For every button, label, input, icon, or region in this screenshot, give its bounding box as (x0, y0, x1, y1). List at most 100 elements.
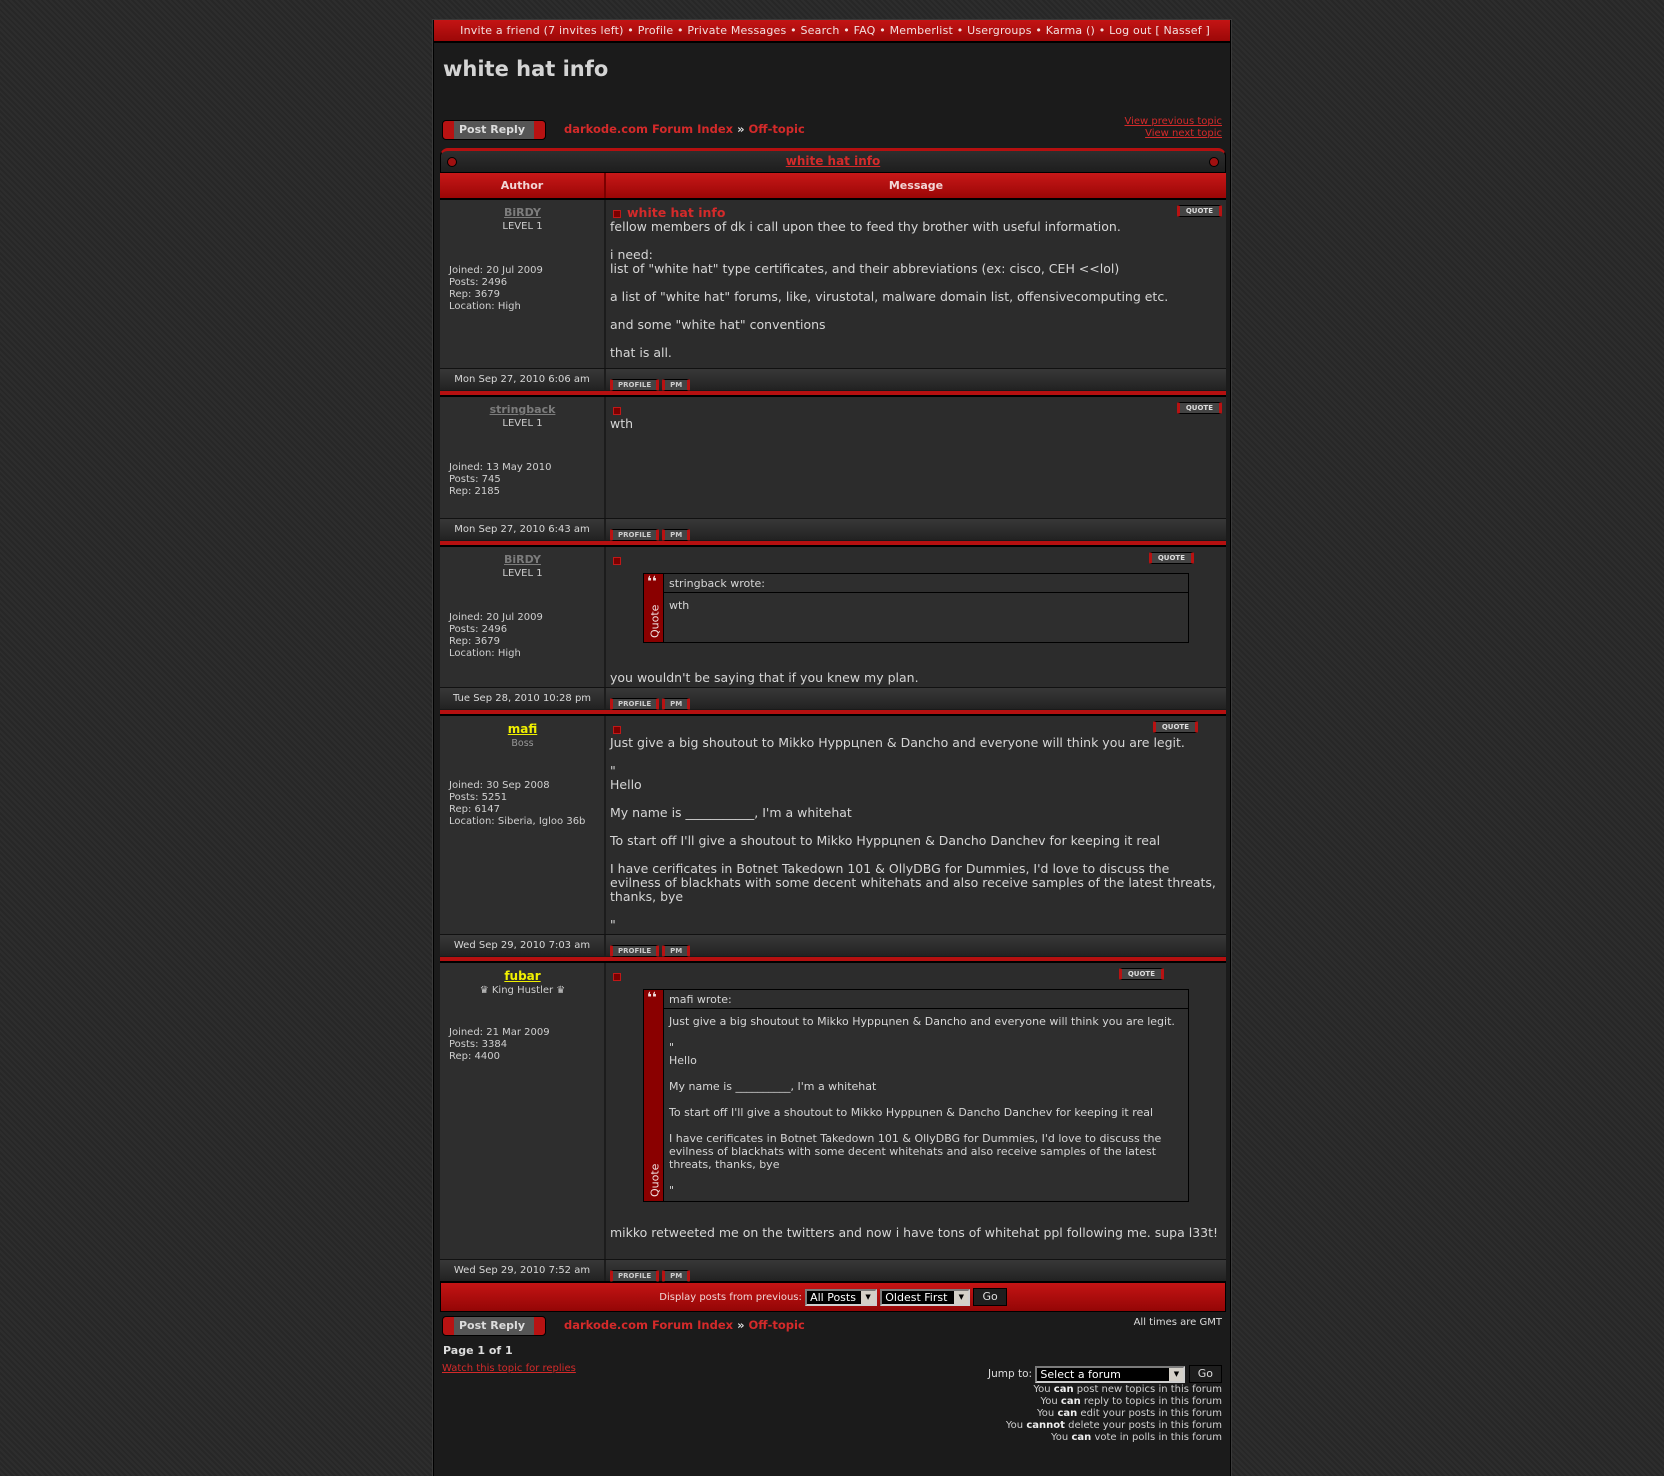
view-next-topic-link[interactable]: View next topic (1145, 128, 1222, 139)
quote-button[interactable]: QUOTE (1176, 205, 1222, 217)
nav-separator: • (786, 24, 801, 37)
author-detail: Joined: 30 Sep 2008 (449, 780, 550, 791)
topic-title-link[interactable]: white hat info (785, 154, 881, 168)
profile-button[interactable]: PROFILE (610, 945, 660, 957)
quote-label: Quote (648, 604, 661, 638)
author-info: stringback LEVEL 1 Joined: 13 May 2010 Po… (440, 397, 606, 518)
dropdown-arrow-icon: ▼ (861, 1290, 876, 1304)
permission-text: edit your posts in this forum (1080, 1408, 1222, 1419)
author-detail: Posts: 745 (449, 474, 501, 485)
quote-button[interactable]: QUOTE (1152, 721, 1198, 733)
permission-line: You can vote in polls in this forum (1006, 1432, 1222, 1444)
jump-forum-select[interactable]: Select a forum ▼ (1035, 1365, 1186, 1383)
permission-verb: can (1071, 1432, 1092, 1443)
author-info: BiRDY LEVEL 1 Joined: 20 Jul 2009 Posts: … (440, 547, 606, 687)
quote-line (669, 1067, 1183, 1080)
author-detail: Posts: 5251 (449, 792, 508, 803)
quote-line: Hello (669, 1054, 697, 1067)
pm-button[interactable]: PM (662, 1270, 691, 1282)
profile-button[interactable]: PROFILE (610, 698, 660, 710)
nav-item[interactable]: Memberlist (889, 24, 954, 37)
post-reply-button-bottom[interactable]: Post Reply (442, 1316, 546, 1336)
nav-item[interactable]: Log out [ Nassef ] (1109, 24, 1210, 37)
post: BiRDY LEVEL 1 Joined: 20 Jul 2009 Posts: … (440, 546, 1226, 715)
table-header: Author Message (440, 173, 1226, 199)
nav-item[interactable]: Invite a friend (7 invites left) (460, 24, 624, 37)
breadcrumb-forum-index[interactable]: darkode.com Forum Index (564, 1318, 734, 1332)
message-line: " (610, 763, 616, 778)
pm-button[interactable]: PM (662, 529, 691, 541)
author-name-link[interactable]: BiRDY (504, 553, 541, 566)
nav-item[interactable]: Private Messages (687, 24, 787, 37)
breadcrumb-forum[interactable]: Off-topic (748, 122, 805, 136)
range-select-value: All Posts (810, 1290, 856, 1304)
quote-line: My name is __________, I'm a whitehat (669, 1080, 877, 1093)
jump-go-button[interactable]: Go (1188, 1365, 1222, 1383)
order-select-value: Oldest First (885, 1290, 948, 1304)
pm-button[interactable]: PM (662, 379, 691, 391)
permission-verb: can (1057, 1408, 1078, 1419)
profile-button[interactable]: PROFILE (610, 529, 660, 541)
jump-to-forum: Jump to: Select a forum ▼ Go (988, 1365, 1222, 1383)
quote-line: wth (669, 599, 690, 612)
quote-line: Just give a big shoutout to Mikko Hyppцn… (669, 1015, 1175, 1028)
message-text: Just give a big shoutout to Mikko Hyppцn… (610, 736, 1222, 932)
quote-block: ❛❛ Quote mafi wrote: Just give a big shou… (643, 989, 1189, 1202)
author-detail: Joined: 20 Jul 2009 (449, 265, 543, 276)
permission-text: delete your posts in this forum (1068, 1420, 1222, 1431)
range-select[interactable]: All Posts ▼ (805, 1288, 878, 1306)
breadcrumb-forum-index[interactable]: darkode.com Forum Index (564, 122, 734, 136)
permission-line: You can post new topics in this forum (1006, 1384, 1222, 1396)
breadcrumb-forum[interactable]: Off-topic (748, 1318, 805, 1332)
topic-navigation: View previous topic View next topic (1124, 116, 1222, 140)
order-select[interactable]: Oldest First ▼ (880, 1288, 971, 1306)
message-line: " (610, 917, 616, 932)
message-line (610, 304, 1222, 318)
author-column-header: Author (440, 173, 606, 198)
permission-prefix: You (1037, 1408, 1055, 1419)
post-date: Tue Sep 28, 2010 10:28 pm (440, 688, 606, 709)
profile-button[interactable]: PROFILE (610, 379, 660, 391)
permission-verb: can (1060, 1396, 1081, 1407)
quote-button[interactable]: QUOTE (1118, 968, 1164, 980)
author-name-link[interactable]: BiRDY (504, 206, 541, 219)
post-footer: Mon Sep 27, 2010 6:43 am PROFILE PM (440, 518, 1226, 541)
author-name-link[interactable]: stringback (489, 403, 556, 416)
nav-item[interactable]: FAQ (853, 24, 876, 37)
quote-line (669, 612, 1183, 625)
nav-item[interactable]: Search (800, 24, 840, 37)
bar-rivet-icon (447, 157, 457, 167)
post-icon (613, 972, 621, 981)
quote-header: mafi wrote: (664, 990, 1188, 1009)
nav-item[interactable]: Profile (637, 24, 674, 37)
quote-marks-icon: ❛❛ (647, 574, 657, 590)
message-column-header: Message (888, 179, 944, 192)
nav-separator: • (953, 24, 968, 37)
post-separator (440, 956, 1226, 962)
post-footer: Wed Sep 29, 2010 7:52 am PROFILE PM (440, 1259, 1226, 1282)
permission-prefix: You (1033, 1384, 1051, 1395)
author-name-link[interactable]: mafi (507, 722, 538, 736)
permission-text: post new topics in this forum (1076, 1384, 1222, 1395)
post-footer: Mon Sep 27, 2010 6:06 am PROFILE PM (440, 368, 1226, 391)
pm-button[interactable]: PM (662, 698, 691, 710)
author-detail: Posts: 2496 (449, 277, 508, 288)
author-detail: Rep: 4400 (449, 1051, 500, 1062)
display-go-button[interactable]: Go (973, 1288, 1007, 1306)
author-rank: ♛ King Hustler ♛ (449, 985, 596, 996)
profile-button[interactable]: PROFILE (610, 1270, 660, 1282)
nav-item[interactable]: Usergroups (967, 24, 1032, 37)
quote-button[interactable]: QUOTE (1176, 402, 1222, 414)
post-icon (613, 209, 621, 218)
pm-button[interactable]: PM (662, 945, 691, 957)
post: stringback LEVEL 1 Joined: 13 May 2010 Po… (440, 396, 1226, 546)
quote-button[interactable]: QUOTE (1148, 552, 1194, 564)
message-line: that is all. (610, 345, 672, 360)
author-name-link[interactable]: fubar (504, 969, 541, 983)
posts-table: white hat info Author Message BiRDY LEVE… (440, 148, 1226, 1312)
watch-topic-link[interactable]: Watch this topic for replies (442, 1363, 576, 1374)
nav-item[interactable]: Karma () (1045, 24, 1095, 37)
view-previous-topic-link[interactable]: View previous topic (1124, 116, 1222, 127)
post-reply-button[interactable]: Post Reply (442, 120, 546, 140)
author-detail: Location: High (449, 301, 521, 312)
